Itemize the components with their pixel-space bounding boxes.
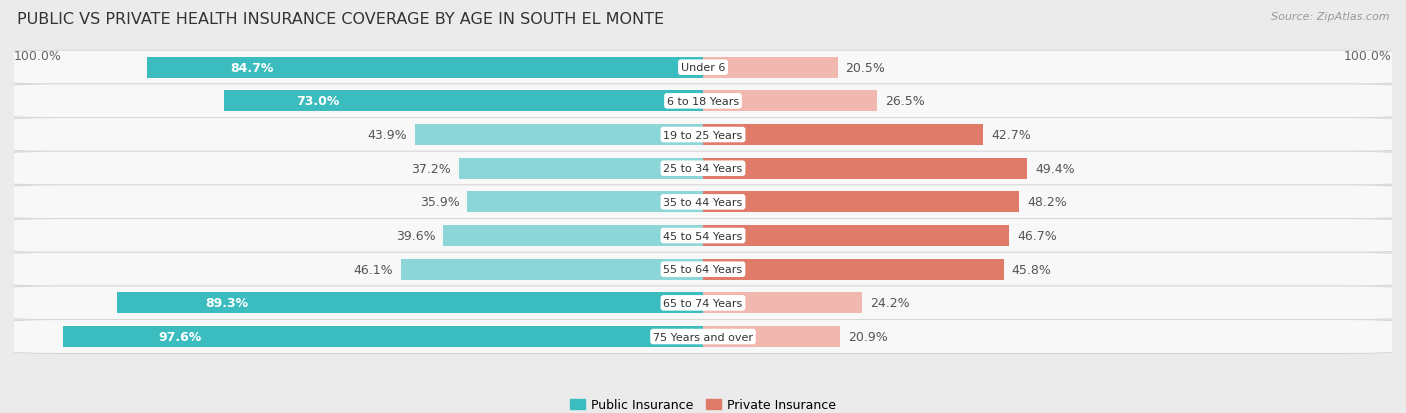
Text: 6 to 18 Years: 6 to 18 Years (666, 97, 740, 107)
Text: 65 to 74 Years: 65 to 74 Years (664, 298, 742, 308)
Text: 20.9%: 20.9% (848, 330, 887, 343)
Bar (224, 91, 703, 112)
FancyBboxPatch shape (7, 219, 1399, 253)
Bar (703, 326, 841, 347)
Text: PUBLIC VS PRIVATE HEALTH INSURANCE COVERAGE BY AGE IN SOUTH EL MONTE: PUBLIC VS PRIVATE HEALTH INSURANCE COVER… (17, 12, 664, 27)
Legend: Public Insurance, Private Insurance: Public Insurance, Private Insurance (565, 393, 841, 413)
Bar (401, 259, 703, 280)
FancyBboxPatch shape (7, 185, 1399, 219)
FancyBboxPatch shape (7, 253, 1399, 287)
Text: Under 6: Under 6 (681, 63, 725, 73)
FancyBboxPatch shape (7, 152, 1399, 186)
Text: 42.7%: 42.7% (991, 129, 1031, 142)
Text: 26.5%: 26.5% (884, 95, 925, 108)
Bar (63, 326, 703, 347)
Text: 48.2%: 48.2% (1028, 196, 1067, 209)
Text: 89.3%: 89.3% (205, 297, 247, 310)
Text: 45.8%: 45.8% (1011, 263, 1052, 276)
Text: 19 to 25 Years: 19 to 25 Years (664, 130, 742, 140)
Bar (467, 192, 703, 213)
Text: 43.9%: 43.9% (367, 129, 408, 142)
Bar (117, 293, 703, 313)
Text: 100.0%: 100.0% (1344, 50, 1392, 62)
Text: 73.0%: 73.0% (295, 95, 339, 108)
Text: 46.7%: 46.7% (1018, 230, 1057, 242)
Text: 49.4%: 49.4% (1035, 162, 1074, 175)
Text: 100.0%: 100.0% (14, 50, 62, 62)
FancyBboxPatch shape (7, 85, 1399, 119)
Bar (415, 125, 703, 146)
Bar (443, 225, 703, 247)
Text: 46.1%: 46.1% (353, 263, 392, 276)
Text: 35 to 44 Years: 35 to 44 Years (664, 197, 742, 207)
Text: 45 to 54 Years: 45 to 54 Years (664, 231, 742, 241)
Text: 39.6%: 39.6% (395, 230, 436, 242)
Bar (458, 158, 703, 179)
Bar (703, 293, 862, 313)
Text: 97.6%: 97.6% (159, 330, 202, 343)
Bar (703, 58, 838, 78)
Bar (703, 125, 983, 146)
Bar (703, 91, 877, 112)
Text: 24.2%: 24.2% (870, 297, 910, 310)
Bar (703, 192, 1019, 213)
Text: 20.5%: 20.5% (845, 62, 886, 74)
Text: Source: ZipAtlas.com: Source: ZipAtlas.com (1271, 12, 1389, 22)
FancyBboxPatch shape (7, 320, 1399, 354)
Text: 55 to 64 Years: 55 to 64 Years (664, 265, 742, 275)
Text: 25 to 34 Years: 25 to 34 Years (664, 164, 742, 174)
Text: 35.9%: 35.9% (420, 196, 460, 209)
Bar (703, 158, 1028, 179)
FancyBboxPatch shape (7, 51, 1399, 85)
Text: 37.2%: 37.2% (412, 162, 451, 175)
Bar (703, 225, 1010, 247)
Text: 75 Years and over: 75 Years and over (652, 332, 754, 342)
Bar (703, 259, 1004, 280)
Bar (148, 58, 703, 78)
Text: 84.7%: 84.7% (231, 62, 274, 74)
FancyBboxPatch shape (7, 118, 1399, 152)
FancyBboxPatch shape (7, 286, 1399, 320)
